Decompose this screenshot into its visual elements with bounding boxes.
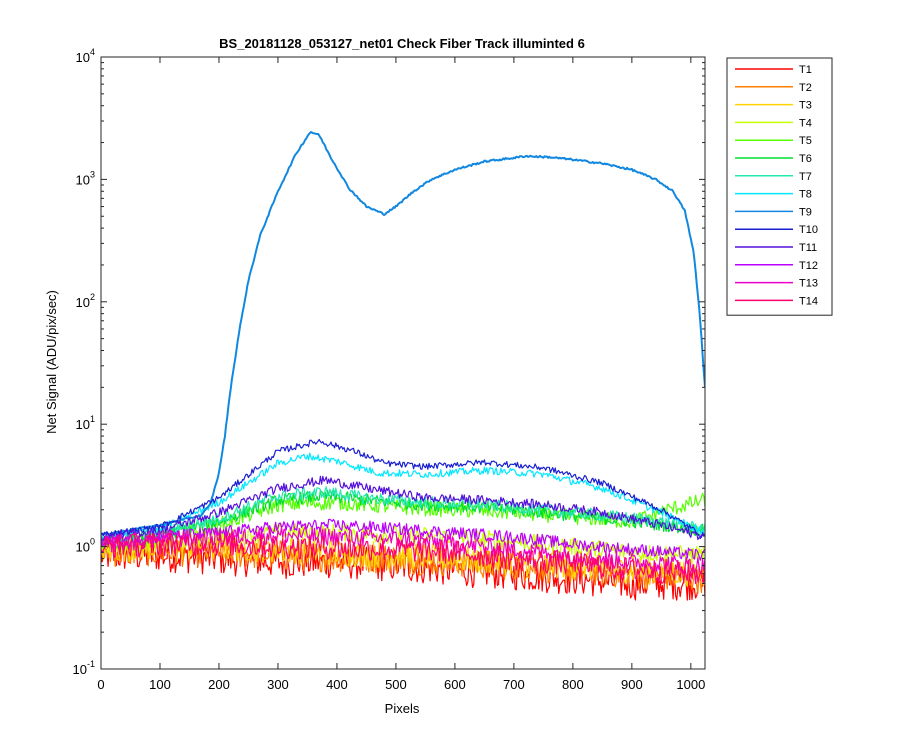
x-tick-label: 600 [444,677,466,692]
series-line-t1 [101,537,705,601]
y-axis-label: Net Signal (ADU/pix/sec) [44,290,59,434]
legend-label-t4: T4 [799,117,812,129]
series-line-t11 [101,475,705,542]
series-line-t13 [101,526,705,575]
legend-label-t14: T14 [799,295,818,307]
legend-label-t6: T6 [799,153,812,165]
y-tick-label: 10-1 [73,659,95,677]
x-tick-label: 700 [503,677,525,692]
y-tick-label: 103 [76,169,95,187]
x-tick-label: 400 [326,677,348,692]
axes-box [100,56,706,670]
x-tick-label: 1000 [676,677,705,692]
legend-label-t1: T1 [799,64,812,76]
x-tick-label: 200 [208,677,230,692]
plot-area: 0 100 200 300 400 500 600 700 800 900 1000 10-1 100 1… [73,47,706,692]
series-line-t8 [101,452,705,540]
legend-box [726,57,833,316]
y-tick-label: 100 [76,537,95,555]
x-tick-label: 900 [621,677,643,692]
legend-label-t7: T7 [799,171,812,183]
y-tick-label: 104 [76,47,95,65]
x-tick-label: 500 [385,677,407,692]
series-line-t14 [101,531,705,585]
x-tick-label: 0 [97,677,104,692]
legend-label-t3: T3 [799,100,812,112]
series-line-t10 [101,438,705,538]
legend-label-t8: T8 [799,189,812,201]
legend-label-t13: T13 [799,278,818,290]
legend-label-t9: T9 [799,206,812,218]
legend-label-t2: T2 [799,82,812,94]
series-lines [101,131,705,601]
x-tick-label: 800 [562,677,584,692]
legend: T1 T2 T3 T4 T5 T6 T7 T8 T9 T10 T11 T12 T13 T14 [726,57,833,316]
series-line-t9 [101,131,705,536]
y-tick-label: 102 [76,292,95,310]
series-line-t12 [101,518,705,561]
legend-label-t12: T12 [799,260,818,272]
chart-title: BS_20181128_053127_net01 Check Fiber Tra… [219,36,585,51]
legend-label-t11: T11 [799,242,817,254]
y-tick-label: 101 [76,414,95,432]
x-axis-label: Pixels [385,701,420,716]
legend-label-t5: T5 [799,135,812,147]
x-tick-label: 300 [267,677,289,692]
legend-label-t10: T10 [799,224,818,236]
x-tick-label: 100 [149,677,171,692]
